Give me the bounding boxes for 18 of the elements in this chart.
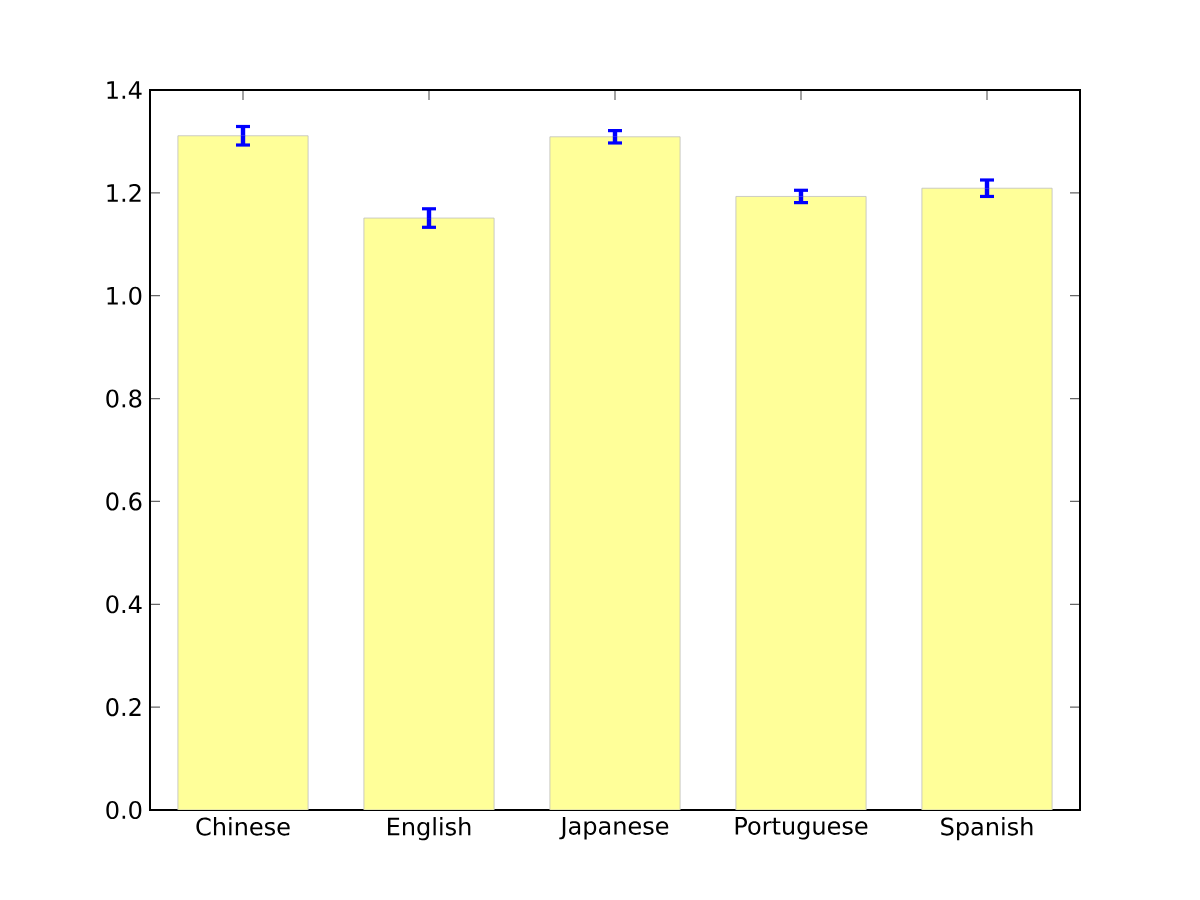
x-tick-label: English [388,817,471,841]
y-tick-label: 0.4 [106,595,142,614]
x-tick-label: Japanese [559,817,669,840]
y-tick-label: 0.0 [106,800,142,820]
x-tick-label: Spanish [941,817,1033,841]
y-tick-label: 0.2 [106,698,141,717]
y-tick-label: 0.8 [106,389,142,408]
bar [549,136,681,810]
bar [363,217,495,810]
bar [735,196,867,810]
x-tick-label: Chinese [196,817,290,836]
bar [177,135,309,810]
bar [921,187,1053,810]
y-tick-label: 1.4 [107,81,142,99]
y-tick-label: 1.2 [107,183,141,202]
y-tick-label: 0.6 [106,492,142,511]
x-tick-label: Portuguese [735,817,868,840]
y-tick-label: 1.0 [107,286,142,305]
